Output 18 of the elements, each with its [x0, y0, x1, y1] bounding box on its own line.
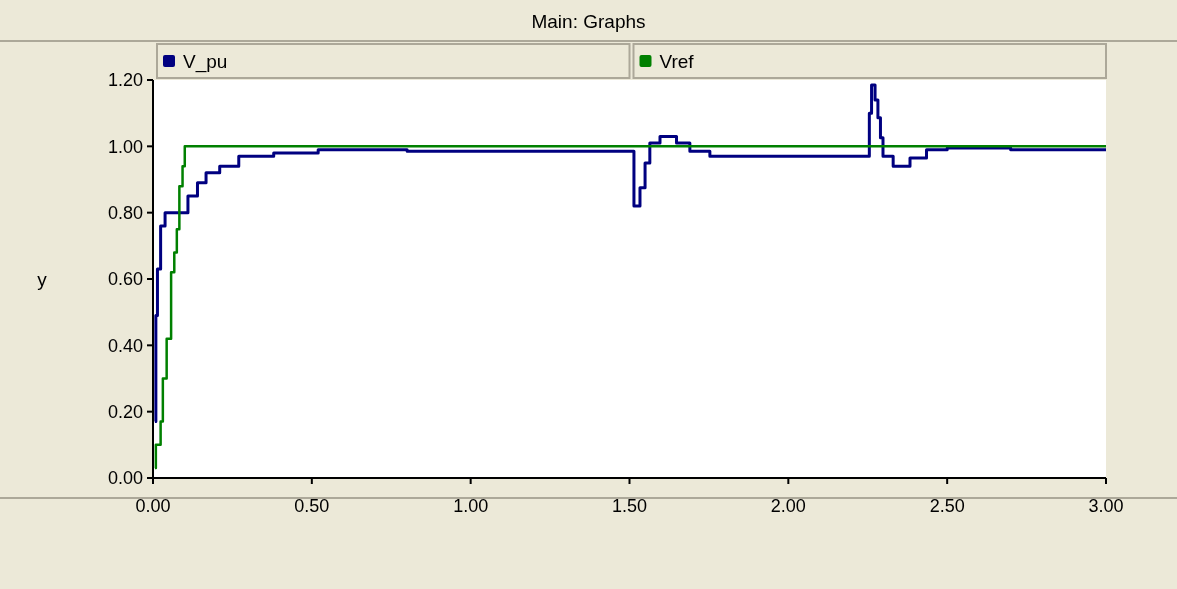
- y-tick-label: 0.20: [107, 401, 143, 422]
- x-tick-label: 2.50: [929, 496, 965, 516]
- y-tick-label: 1.20: [107, 70, 143, 91]
- y-axis-title: y: [37, 268, 48, 290]
- chart-title: Main: Graphs: [531, 11, 646, 32]
- legend-label: V_pu: [183, 50, 228, 73]
- x-tick-label: 2.00: [770, 496, 806, 516]
- x-tick-label: 1.00: [453, 496, 489, 516]
- x-tick-label: 1.50: [611, 496, 648, 516]
- y-tick-label: 0.60: [107, 269, 143, 290]
- x-tick-label: 0.00: [135, 496, 171, 516]
- y-tick-label: 0.00: [107, 468, 143, 489]
- y-tick-label: 0.40: [107, 335, 143, 356]
- y-tick-label: 0.80: [107, 202, 143, 223]
- legend-label: Vref: [659, 50, 695, 72]
- y-tick-label: 1.00: [107, 136, 143, 157]
- x-tick-label: 0.50: [294, 496, 330, 516]
- x-tick-label: 3.00: [1088, 496, 1124, 516]
